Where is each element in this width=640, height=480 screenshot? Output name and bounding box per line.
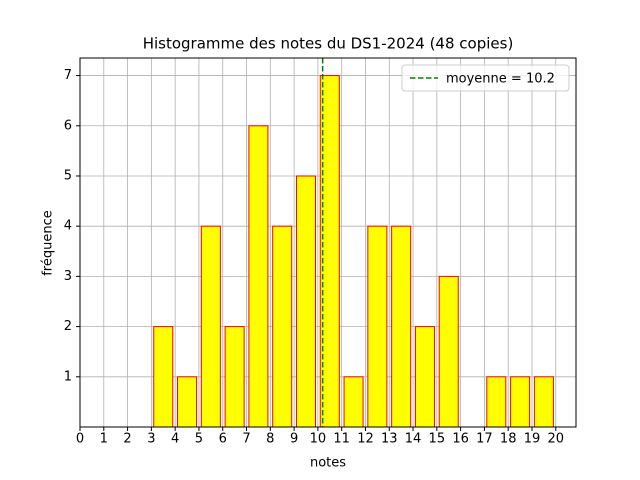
x-tick-label: 8 [266, 432, 274, 447]
bar [391, 225, 412, 428]
x-tick-label: 3 [147, 432, 155, 447]
x-tick-label: 14 [405, 432, 422, 447]
bar [200, 225, 221, 428]
x-tick-label: 1 [100, 432, 108, 447]
x-tick-label: 12 [357, 432, 374, 447]
y-tick-label: 7 [64, 68, 72, 83]
bar [510, 376, 531, 428]
x-axis-label: notes [310, 456, 346, 471]
axes-frame [79, 57, 577, 428]
y-tick-label: 4 [64, 219, 72, 234]
legend-label: moyenne = 10.2 [446, 72, 555, 87]
legend-box [401, 64, 570, 92]
bar [343, 376, 364, 428]
bar [438, 275, 459, 428]
bar [224, 326, 245, 428]
x-tick-label: 2 [123, 432, 131, 447]
y-tick-label: 6 [64, 118, 72, 133]
y-tick-label: 5 [64, 168, 72, 183]
x-tick-label: 5 [195, 432, 203, 447]
y-axis-label: fréquence [41, 210, 56, 276]
x-tick-label: 4 [171, 432, 179, 447]
x-tick-label: 19 [524, 432, 541, 447]
y-tick-label: 3 [64, 269, 72, 284]
y-tick-label: 1 [64, 369, 72, 384]
chart-title: Histogramme des notes du DS1-2024 (48 co… [143, 35, 514, 53]
bar [177, 376, 198, 428]
x-tick-label: 13 [381, 432, 398, 447]
x-tick-label: 16 [452, 432, 469, 447]
x-tick-label: 7 [242, 432, 250, 447]
x-tick-label: 18 [500, 432, 517, 447]
x-tick-label: 9 [290, 432, 298, 447]
bar [414, 326, 435, 428]
x-tick-label: 15 [429, 432, 446, 447]
bar [295, 175, 317, 428]
x-tick-label: 0 [76, 432, 84, 447]
x-tick-label: 17 [476, 432, 493, 447]
y-tick-label: 2 [64, 319, 72, 334]
bar [367, 225, 388, 428]
x-tick-label: 20 [548, 432, 565, 447]
bar [533, 376, 554, 428]
bar [272, 225, 293, 428]
bar [153, 326, 174, 428]
bar [248, 125, 269, 428]
x-tick-label: 10 [310, 432, 327, 447]
x-tick-label: 6 [219, 432, 227, 447]
bar [486, 376, 507, 428]
x-tick-label: 11 [333, 432, 350, 447]
